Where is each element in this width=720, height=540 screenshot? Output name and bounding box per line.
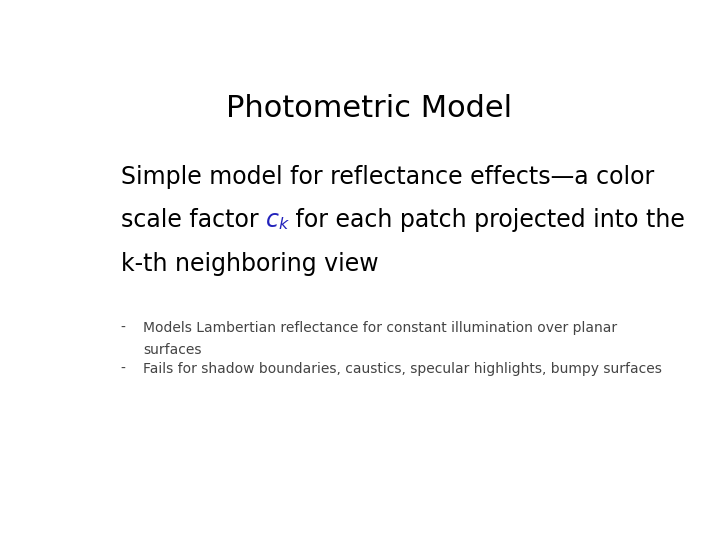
Text: c: c: [266, 208, 279, 232]
Text: -: -: [121, 362, 125, 376]
Text: Simple model for reflectance effects—a color: Simple model for reflectance effects—a c…: [121, 165, 654, 188]
Text: -: -: [121, 321, 125, 334]
Text: k-th neighboring view: k-th neighboring view: [121, 252, 378, 276]
Text: k: k: [279, 218, 288, 232]
Text: scale factor: scale factor: [121, 208, 266, 232]
Text: Models Lambertian reflectance for constant illumination over planar: Models Lambertian reflectance for consta…: [143, 321, 617, 334]
Text: Photometric Model: Photometric Model: [226, 94, 512, 123]
Text: for each patch projected into the: for each patch projected into the: [288, 208, 685, 232]
Text: surfaces: surfaces: [143, 343, 202, 357]
Text: Fails for shadow boundaries, caustics, specular highlights, bumpy surfaces: Fails for shadow boundaries, caustics, s…: [143, 362, 662, 376]
